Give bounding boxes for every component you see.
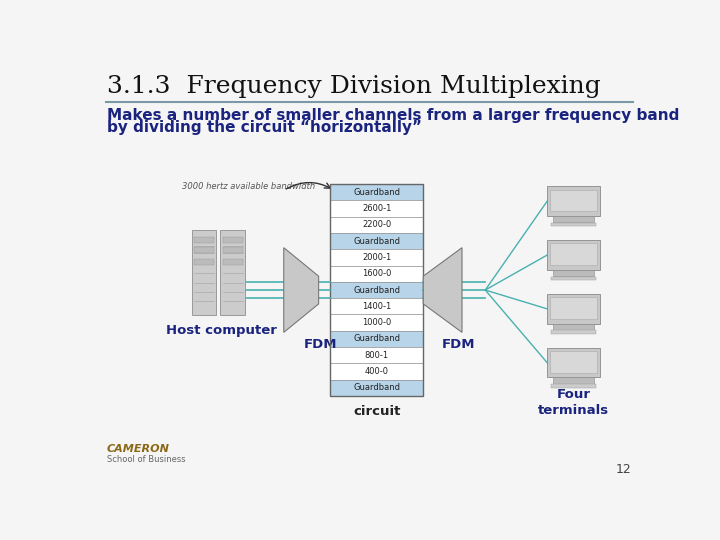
Text: 2000-1: 2000-1 — [362, 253, 392, 262]
Bar — [222, 247, 243, 253]
Bar — [220, 231, 245, 315]
Text: CAMERON: CAMERON — [107, 444, 170, 454]
Text: 800-1: 800-1 — [365, 350, 389, 360]
Bar — [547, 186, 600, 215]
Bar — [550, 190, 597, 211]
Text: Four
terminals: Four terminals — [538, 388, 609, 417]
Bar — [547, 348, 600, 377]
Bar — [222, 259, 243, 265]
Bar — [330, 298, 423, 314]
Bar — [554, 215, 594, 222]
Text: Guardband: Guardband — [354, 188, 400, 197]
Bar — [330, 233, 423, 249]
Bar — [550, 351, 597, 373]
Bar — [194, 237, 214, 242]
Bar — [330, 200, 423, 217]
Bar — [550, 244, 597, 265]
Bar — [554, 323, 594, 330]
Text: Guardband: Guardband — [354, 383, 400, 392]
Text: circuit: circuit — [353, 405, 400, 418]
Text: Host computer: Host computer — [166, 324, 277, 337]
Bar — [330, 282, 423, 298]
Text: 1000-0: 1000-0 — [362, 318, 392, 327]
Bar — [330, 347, 423, 363]
Text: FDM: FDM — [441, 338, 475, 351]
Bar — [551, 276, 596, 280]
Polygon shape — [284, 248, 319, 333]
Bar — [547, 240, 600, 269]
Bar — [194, 259, 214, 265]
Bar — [330, 184, 423, 396]
Text: 1400-1: 1400-1 — [362, 302, 392, 311]
Bar — [551, 222, 596, 226]
Bar — [554, 377, 594, 383]
Text: School of Business: School of Business — [107, 455, 186, 464]
Text: 3.1.3  Frequency Division Multiplexing: 3.1.3 Frequency Division Multiplexing — [107, 75, 600, 98]
Bar — [330, 314, 423, 330]
Bar — [330, 217, 423, 233]
Text: 400-0: 400-0 — [365, 367, 389, 376]
Text: Makes a number of smaller channels from a larger frequency band: Makes a number of smaller channels from … — [107, 108, 680, 123]
Text: FDM: FDM — [303, 338, 337, 351]
Text: 2600-1: 2600-1 — [362, 204, 392, 213]
Bar — [551, 330, 596, 334]
Polygon shape — [423, 248, 462, 333]
Bar — [330, 380, 423, 396]
Text: 3000 hertz available bandwidth: 3000 hertz available bandwidth — [182, 182, 315, 191]
Bar — [551, 384, 596, 388]
Text: by dividing the circuit “horizontally”: by dividing the circuit “horizontally” — [107, 120, 422, 136]
Text: Guardband: Guardband — [354, 237, 400, 246]
Bar — [330, 363, 423, 380]
Bar — [194, 247, 214, 253]
Bar — [222, 237, 243, 242]
Text: Guardband: Guardband — [354, 334, 400, 343]
Bar — [547, 294, 600, 323]
Bar — [330, 266, 423, 282]
Bar — [330, 330, 423, 347]
Text: Guardband: Guardband — [354, 286, 400, 294]
Text: 1600-0: 1600-0 — [362, 269, 392, 278]
Bar — [192, 231, 216, 315]
Text: 2200-0: 2200-0 — [362, 220, 392, 230]
Text: 12: 12 — [615, 463, 631, 476]
Bar — [550, 298, 597, 319]
Bar — [554, 269, 594, 276]
Bar — [330, 249, 423, 266]
Bar — [330, 184, 423, 200]
